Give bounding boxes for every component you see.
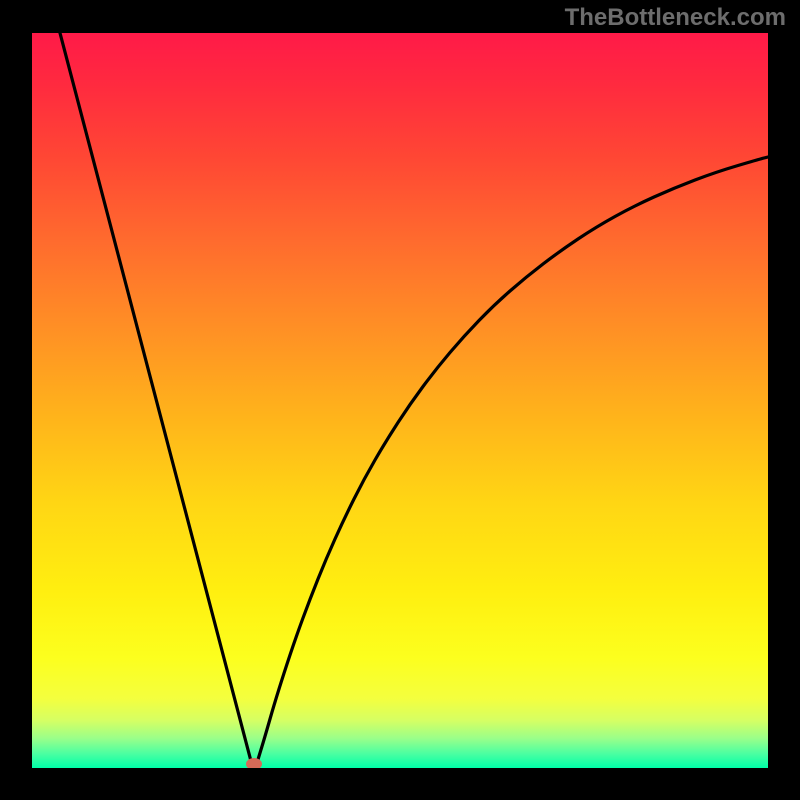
- plot-area: [32, 33, 768, 768]
- gradient-background: [32, 33, 768, 768]
- watermark-text: TheBottleneck.com: [565, 4, 786, 32]
- chart-frame: TheBottleneck.com: [0, 0, 800, 800]
